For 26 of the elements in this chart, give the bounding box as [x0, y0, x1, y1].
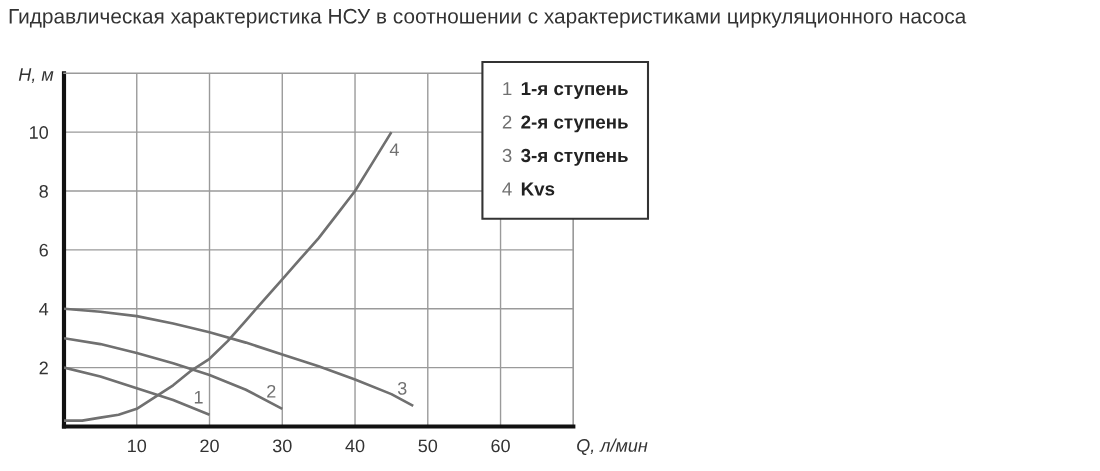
x-tick-label: 30 — [272, 439, 292, 453]
series-label: 3 — [397, 381, 407, 395]
x-tick-label: 40 — [345, 439, 365, 453]
series-label: 4 — [389, 143, 399, 156]
x-tick-label: 10 — [128, 439, 147, 453]
x-tick-label: 20 — [200, 439, 219, 453]
text: 4 — [502, 182, 512, 196]
annotation: Kvs — [521, 182, 555, 196]
text: 3 — [502, 148, 512, 163]
x-tick-label: 50 — [418, 439, 438, 453]
y-tick-label: 2 — [39, 361, 48, 375]
annotation: 1-я ступень — [521, 82, 628, 99]
annotation: 3-я ступень — [521, 148, 628, 166]
y-tick-label: 4 — [39, 302, 49, 316]
series-label: 2 — [267, 384, 276, 398]
x-axis-title: Q, л/мин — [577, 438, 648, 456]
text: 1 — [503, 82, 512, 96]
series-label: 1 — [194, 390, 203, 404]
text: 2 — [502, 115, 512, 129]
y-tick-label: 6 — [39, 243, 48, 257]
annotation: 2-я ступень — [521, 115, 628, 133]
x-tick-label: 60 — [491, 439, 510, 453]
y-axis-title: H, м — [18, 68, 54, 83]
y-tick-label: 10 — [30, 126, 49, 139]
y-tick-label: 8 — [39, 184, 48, 198]
chart-title: Гидравлическая характеристика НСУ в соотношении с характеристиками циркуляционного насоса — [9, 8, 967, 28]
